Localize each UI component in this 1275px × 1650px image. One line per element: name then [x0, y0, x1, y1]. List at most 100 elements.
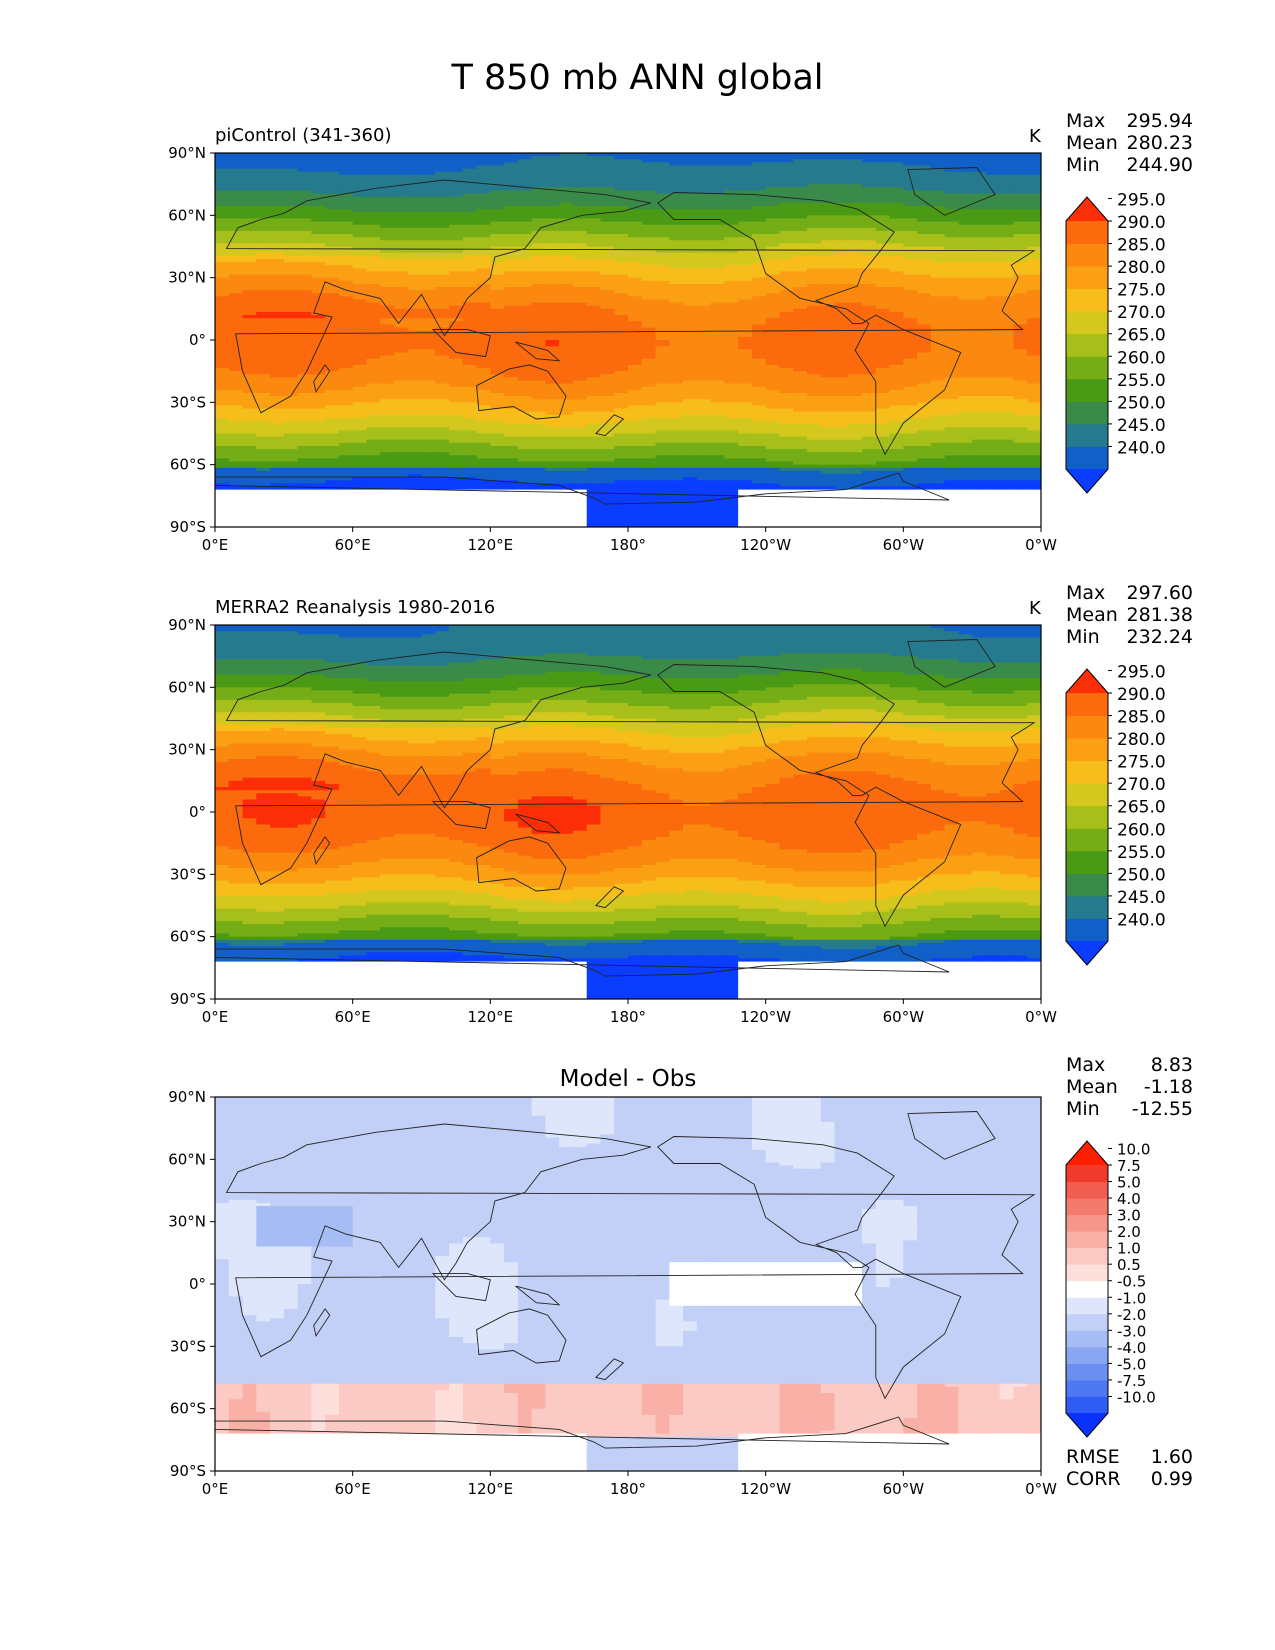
contour-cell: [889, 277, 904, 282]
contour-cell: [338, 361, 354, 366]
contour-cell: [435, 196, 450, 201]
contour-cell: [545, 346, 560, 350]
contour-cell: [476, 352, 491, 357]
contour-cell: [793, 212, 808, 216]
contour-cell: [683, 296, 698, 301]
contour-cell: [751, 174, 767, 179]
contour-cell: [435, 349, 450, 354]
contour-cell: [586, 234, 602, 238]
contour-cell: [504, 171, 519, 176]
contour-cell: [793, 346, 808, 350]
contour-cell: [958, 215, 973, 220]
contour-cell: [724, 283, 739, 288]
contour-cell: [545, 265, 560, 269]
contour-cell: [545, 274, 560, 279]
contour-cell: [490, 171, 505, 176]
contour-cell: [958, 171, 973, 176]
contour-cell: [944, 380, 959, 385]
contour-cell: [848, 252, 863, 257]
contour-cell: [407, 184, 423, 188]
contour-cell: [999, 205, 1015, 210]
contour-cell: [972, 287, 987, 291]
contour-cell: [614, 265, 629, 269]
contour-cell: [531, 196, 546, 201]
contour-cell: [806, 177, 822, 182]
contour-cell: [669, 283, 684, 288]
contour-cell: [421, 389, 436, 394]
contour-cell: [848, 258, 863, 263]
contour-cell: [421, 321, 436, 326]
contour-cell: [834, 212, 849, 216]
contour-cell: [270, 265, 285, 269]
contour-cell: [325, 333, 340, 338]
contour-cell: [972, 361, 987, 366]
contour-cell: [325, 293, 340, 297]
contour-cell: [889, 165, 904, 170]
contour-cell: [834, 268, 849, 273]
contour-cell: [999, 396, 1015, 400]
contour-cell: [462, 240, 478, 244]
contour-cell: [793, 168, 808, 173]
contour-cell: [421, 265, 436, 269]
contour-cell: [256, 165, 271, 170]
contour-cell: [242, 315, 257, 319]
contour-cell: [875, 181, 891, 185]
contour-cell: [958, 315, 973, 319]
contour-cell: [958, 202, 973, 207]
contour-cell: [765, 252, 781, 257]
contour-cell: [779, 205, 794, 210]
contour-cell: [930, 352, 946, 357]
contour-cell: [559, 196, 574, 201]
contour-cell: [242, 386, 257, 391]
contour-cell: [834, 265, 849, 269]
contour-cell: [779, 274, 794, 279]
contour-cell: [283, 287, 299, 291]
contour-cell: [283, 364, 299, 369]
contour-cell: [875, 368, 891, 372]
contour-cell: [228, 361, 244, 366]
contour-cell: [683, 336, 698, 341]
contour-cell: [848, 202, 863, 207]
contour-cell: [380, 255, 395, 260]
contour-cell: [806, 308, 822, 313]
contour-cell: [751, 305, 767, 310]
contour-cell: [407, 240, 423, 244]
contour-cell: [270, 352, 285, 357]
contour-cell: [407, 265, 423, 269]
contour-cell: [848, 212, 863, 216]
contour-cell: [724, 302, 739, 307]
contour-cell: [820, 230, 836, 235]
contour-cell: [738, 349, 753, 354]
contour-cell: [628, 230, 643, 235]
contour-cell: [765, 271, 781, 276]
contour-cell: [283, 386, 299, 391]
contour-cell: [421, 399, 436, 403]
contour-cell: [297, 205, 312, 210]
contour-cell: [683, 330, 698, 335]
contour-cell: [903, 202, 918, 207]
contour-cell: [462, 296, 478, 301]
contour-cell: [504, 215, 519, 220]
contour-cell: [655, 358, 670, 363]
contour-cell: [669, 240, 684, 244]
contour-cell: [600, 237, 615, 241]
contour-cell: [889, 153, 904, 157]
contour-cell: [490, 252, 505, 257]
contour-cell: [917, 389, 932, 394]
contour-cell: [848, 355, 863, 360]
contour-cell: [393, 315, 409, 319]
contour-cell: [380, 396, 395, 400]
contour-cell: [449, 156, 464, 160]
contour-cell: [751, 293, 767, 297]
contour-cell: [641, 196, 657, 201]
contour-cell: [393, 290, 409, 294]
contour-cell: [875, 296, 891, 301]
contour-cell: [311, 374, 326, 378]
contour-cell: [366, 209, 381, 213]
contour-cell: [655, 227, 670, 232]
contour-cell: [669, 156, 684, 160]
contour-cell: [751, 374, 767, 378]
contour-cell: [958, 405, 973, 410]
contour-cell: [889, 299, 904, 304]
contour-cell: [669, 177, 684, 182]
